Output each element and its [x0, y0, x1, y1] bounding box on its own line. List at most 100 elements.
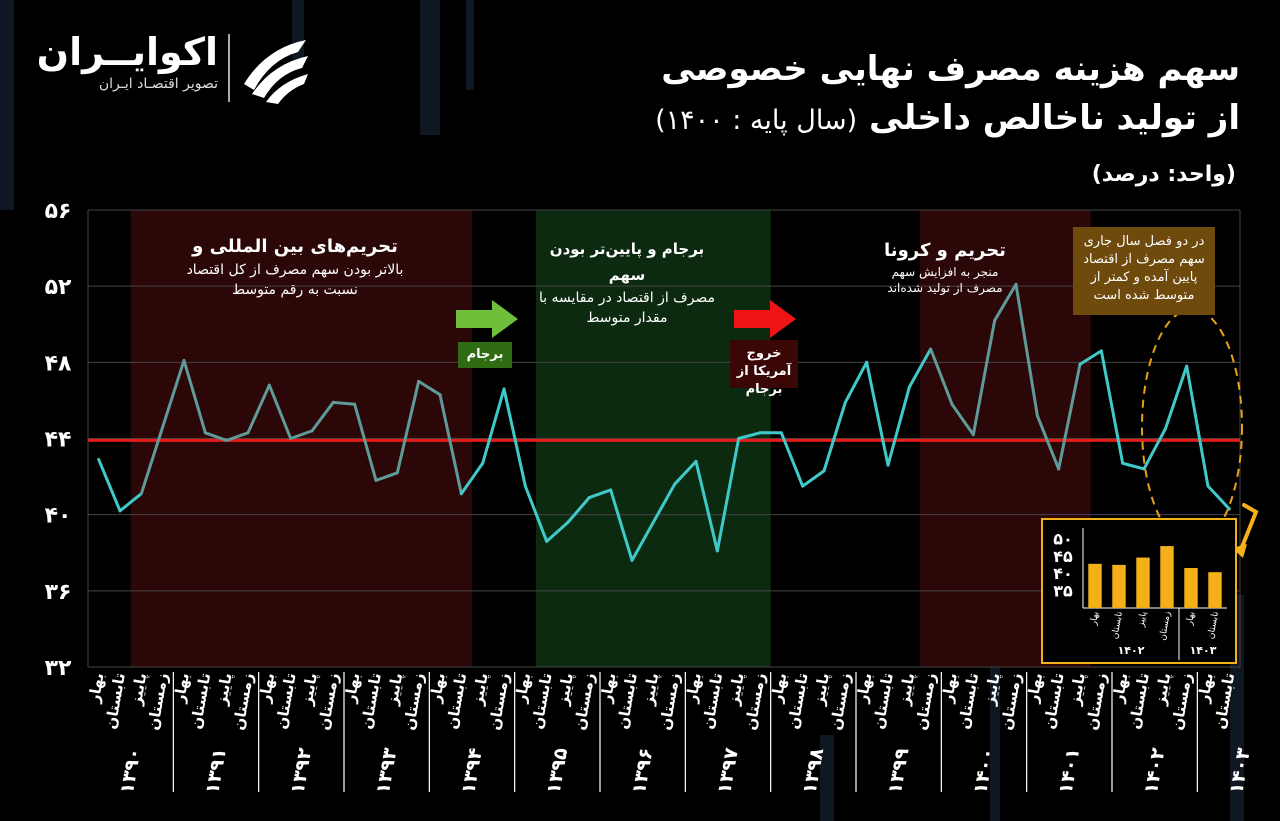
- inset-x-tick: بهار: [1089, 611, 1101, 627]
- data-point: [1207, 485, 1210, 488]
- data-point: [716, 549, 719, 552]
- data-point: [993, 319, 996, 322]
- year-label: ۱۳۹۰: [116, 746, 146, 796]
- data-point: [268, 384, 271, 387]
- inset-y-tick: ۵۰: [1053, 529, 1073, 548]
- inset-bar: [1112, 564, 1126, 608]
- year-label: ۱۳۹۶: [628, 746, 658, 796]
- data-point: [439, 393, 442, 396]
- series-segment: [886, 385, 911, 467]
- data-point: [396, 471, 399, 474]
- series-segment: [1142, 427, 1167, 471]
- series-segment: [502, 387, 527, 488]
- annotation-barjam-title: برجام و پایین‌تر بودن سهم: [549, 240, 705, 284]
- year-label: ۱۴۰۰: [969, 746, 999, 796]
- series-segment: [801, 469, 826, 488]
- y-tick-label: ۳۶: [45, 580, 72, 605]
- inset-bar: [1208, 572, 1222, 608]
- year-label: ۱۳۹۵: [543, 746, 573, 796]
- data-point: [567, 521, 570, 524]
- series-segment: [118, 492, 143, 513]
- inset-x-tick: تابستان: [1206, 610, 1221, 640]
- series-segment: [395, 379, 421, 475]
- series-segment: [353, 402, 378, 482]
- x-tick-label: بهار: [853, 672, 876, 705]
- data-point: [737, 437, 740, 440]
- unit-label: (واحد: درصد): [1091, 162, 1236, 187]
- highlight-ellipse: [1141, 308, 1243, 546]
- data-point: [140, 492, 143, 495]
- data-point: [759, 431, 762, 434]
- y-tick-label: ۴۰: [45, 504, 72, 529]
- inset-year-label: ۱۴۰۳: [1190, 644, 1217, 657]
- series-segment: [1057, 362, 1082, 471]
- series-segment: [929, 347, 954, 406]
- series-segment: [673, 459, 698, 486]
- series-segment: [587, 488, 613, 500]
- inset-year-label: ۱۴۰۲: [1118, 644, 1145, 657]
- data-point: [673, 483, 676, 486]
- year-label: ۱۳۹۷: [713, 746, 743, 796]
- data-point: [908, 386, 911, 389]
- year-label: ۱۳۹۲: [287, 746, 317, 796]
- x-tick-label: بهار: [170, 672, 193, 705]
- pointer-arrow-icon: [1238, 503, 1259, 554]
- x-tick-label: بهار: [1194, 672, 1217, 705]
- brand-logo: اکوایــران تصویر اقتصـاد ایـران: [37, 30, 310, 110]
- series-segment: [225, 431, 250, 442]
- inset-bar-chart: ۳۵ ۴۰ ۴۵ ۵۰ بهار تابستان پاییز زمستان بهار تابستا…: [1041, 518, 1237, 664]
- red-arrow-icon: [734, 300, 796, 338]
- inset-bar: [1136, 557, 1150, 608]
- annotation-corona-body: منجر به افزایش سهم مصرف از تولید شده‌اند: [887, 265, 1003, 295]
- data-point: [183, 359, 186, 362]
- data-point: [332, 401, 335, 404]
- series-segment: [950, 402, 975, 437]
- inset-bar: [1088, 563, 1102, 608]
- series-segment: [971, 318, 997, 437]
- x-tick-label: بهار: [426, 672, 449, 705]
- us-exit-badge: خروج آمریکا از برجام: [730, 340, 798, 397]
- data-point: [631, 559, 634, 562]
- inset-y-tick: ۳۵: [1053, 582, 1073, 601]
- data-point: [1057, 467, 1060, 470]
- data-point: [1036, 414, 1039, 417]
- data-point: [289, 437, 292, 440]
- inset-x-tick: پاییز: [1136, 610, 1149, 628]
- series-segment: [843, 360, 869, 404]
- series-segment: [331, 400, 357, 406]
- series-segment: [694, 459, 719, 553]
- series-segment: [566, 496, 591, 524]
- series-segment: [609, 488, 634, 562]
- y-tick-label: ۳۲: [45, 656, 72, 681]
- series-segment: [97, 457, 122, 513]
- data-point: [481, 462, 484, 465]
- data-point: [780, 431, 783, 434]
- series-segment: [182, 358, 207, 435]
- series-segment: [715, 437, 741, 553]
- series-segment: [289, 429, 314, 440]
- data-point: [1100, 349, 1103, 352]
- series-segment: [630, 520, 655, 562]
- brand-mark-icon: [244, 40, 308, 104]
- inset-x-tick: بهار: [1185, 611, 1197, 627]
- series-segment: [651, 482, 677, 524]
- data-point: [652, 521, 655, 524]
- series-segment: [1078, 349, 1103, 366]
- data-point: [972, 433, 975, 436]
- series-segment: [1099, 349, 1125, 465]
- y-tick-label: ۵۶: [45, 199, 72, 224]
- brand-tagline: تصویر اقتصـاد ایـران: [98, 76, 218, 92]
- series-segment: [1206, 484, 1231, 511]
- series-segment: [1035, 414, 1061, 471]
- series-segment: [374, 471, 399, 482]
- data-point: [353, 403, 356, 406]
- data-point: [695, 460, 698, 463]
- series-segment: [865, 360, 890, 467]
- x-tick-label: بهار: [1023, 672, 1046, 705]
- data-point: [247, 431, 250, 434]
- series-segment: [737, 431, 762, 440]
- data-point: [311, 429, 314, 432]
- inset-y-tick: ۴۵: [1053, 547, 1073, 566]
- data-point: [119, 509, 122, 512]
